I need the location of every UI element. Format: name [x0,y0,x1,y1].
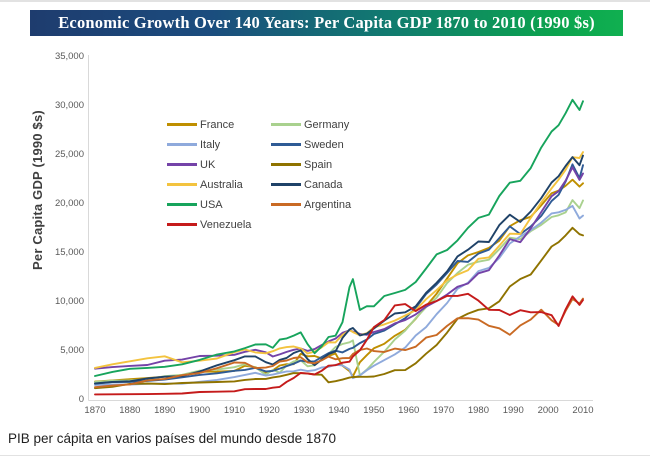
series-line-venezuela [94,292,584,396]
legend-label: UK [200,158,216,171]
legend-line-swatch [271,163,301,166]
legend-line-swatch [167,163,197,166]
y-tick-35,000: 35,000 [54,51,84,62]
series-line-spain [94,226,584,390]
legend-item-usa: USA [167,198,271,211]
legend-item-argentina: Argentina [271,198,421,211]
y-tick-20,000: 20,000 [54,198,84,209]
legend-item-spain: Spain [271,158,421,171]
y-tick-5,000: 5,000 [60,345,84,356]
legend-item-australia: Australia [167,178,271,191]
chart-legend: France Germany Italy Sweden UK Spain Australia… [167,118,421,231]
legend-label: Sweden [304,138,344,151]
legend-item-canada: Canada [271,178,421,191]
x-tick-1890: 1890 [154,405,176,416]
legend-line-swatch [167,223,197,226]
x-tick-1930: 1930 [293,405,315,416]
legend-line-swatch [271,183,301,186]
legend-label: Venezuela [200,218,252,231]
legend-line-swatch [271,143,301,146]
y-tick-15,000: 15,000 [54,247,84,258]
legend-line-swatch [271,123,301,126]
x-tick-2000: 2000 [537,405,559,416]
x-tick-1990: 1990 [502,405,524,416]
top-border [0,0,650,2]
x-tick-1870: 1870 [84,405,106,416]
x-tick-1900: 1900 [188,405,211,416]
legend-item-germany: Germany [271,118,421,131]
chart-title: Economic Growth Over 140 Years: Per Capi… [58,13,595,32]
x-tick-1880: 1880 [119,405,141,416]
legend-item-italy: Italy [167,138,271,151]
y-tick-25,000: 25,000 [54,149,84,160]
legend-label: Germany [304,118,350,131]
legend-item-uk: UK [167,158,271,171]
legend-label: Argentina [304,198,352,211]
x-tick-1980: 1980 [467,405,489,416]
series-line-usa [94,98,584,377]
legend-item-france: France [167,118,271,131]
x-tick-1970: 1970 [432,405,455,416]
y-tick-30,000: 30,000 [54,100,84,111]
x-tick-1940: 1940 [328,405,350,416]
chart-title-banner: Economic Growth Over 140 Years: Per Capi… [30,10,623,36]
legend-label: Spain [304,158,333,171]
legend-label: Canada [304,178,343,191]
legend-line-swatch [271,203,301,206]
y-axis-title: Per Capita GDP (1990 $s) [30,110,45,270]
legend-label: France [200,118,235,131]
chart-caption: PIB per cápita en varios países del mund… [8,431,336,446]
legend-line-swatch [167,123,197,126]
bottom-border [0,455,650,456]
legend-item-venezuela: Venezuela [167,218,271,231]
legend-line-swatch [167,183,197,186]
y-tick-10,000: 10,000 [54,296,84,307]
series-line-canada [94,154,584,385]
y-tick-0: 0 [78,394,84,405]
legend-line-swatch [167,143,197,146]
series-line-germany [94,199,584,383]
series-line-argentina [94,297,584,389]
legend-label: USA [200,198,223,211]
series-line-sweden [94,163,584,385]
x-tick-1920: 1920 [258,405,280,416]
x-tick-1910: 1910 [223,405,245,416]
x-tick-2010: 2010 [572,405,594,416]
legend-label: Italy [200,138,221,151]
legend-line-swatch [167,203,197,206]
x-tick-1950: 1950 [363,405,385,416]
legend-label: Australia [200,178,243,191]
chart-plot-area [88,55,593,401]
x-tick-1960: 1960 [398,405,420,416]
legend-item-sweden: Sweden [271,138,421,151]
